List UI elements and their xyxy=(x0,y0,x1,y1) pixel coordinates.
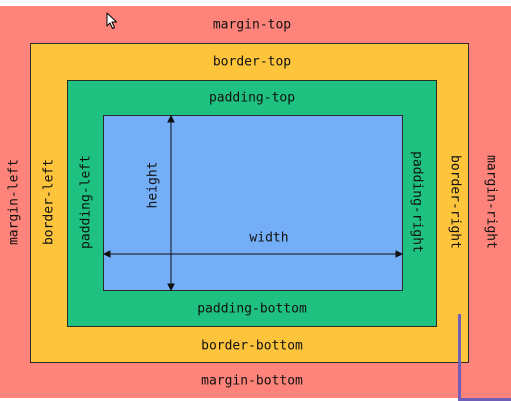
window-corner-edge xyxy=(458,314,511,401)
padding-right-label: padding-right xyxy=(409,151,425,253)
padding-left-label: padding-left xyxy=(78,155,94,249)
height-label: height xyxy=(145,161,161,209)
content-area xyxy=(103,115,403,291)
border-top-label: border-top xyxy=(212,54,292,70)
padding-top-label: padding-top xyxy=(208,90,296,106)
border-left-label: border-left xyxy=(41,158,57,246)
mouse-pointer-icon xyxy=(106,12,117,29)
margin-bottom-label: margin-bottom xyxy=(201,373,303,389)
width-label: width xyxy=(249,230,289,246)
margin-top-label: margin-top xyxy=(212,17,292,33)
border-bottom-label: border-bottom xyxy=(201,338,303,354)
margin-left-label: margin-left xyxy=(6,158,22,246)
border-right-label: border-right xyxy=(447,155,463,249)
margin-right-label: margin-right xyxy=(483,155,499,249)
padding-bottom-label: padding-bottom xyxy=(197,301,307,317)
